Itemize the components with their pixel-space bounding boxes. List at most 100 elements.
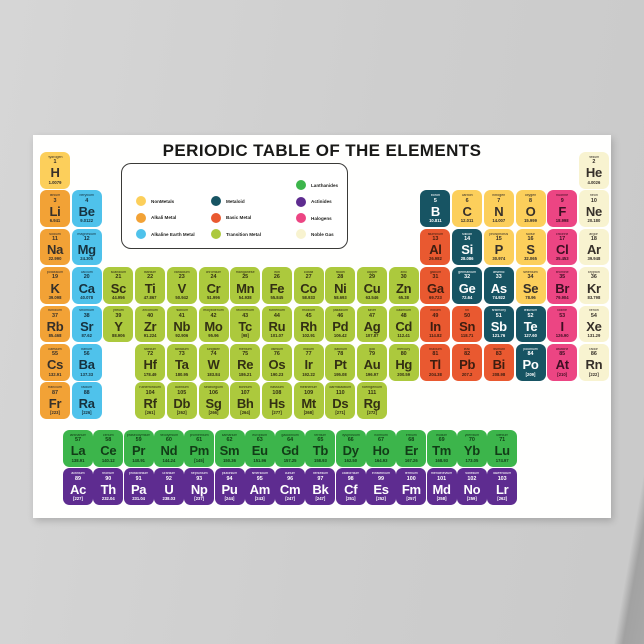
- element-symbol: Dy: [342, 443, 359, 459]
- element-tile-tb: terbium 65 Tb 158.93: [305, 430, 336, 467]
- element-tile-te: tellurium 52 Te 127.60: [515, 305, 546, 343]
- element-mass: 121.76: [492, 333, 506, 339]
- element-mass: 18.998: [555, 217, 569, 223]
- element-number: 33: [495, 274, 502, 281]
- element-mass: [268]: [303, 409, 314, 415]
- element-tile-th: thorium 90 Th 232.04: [93, 468, 124, 505]
- element-mass: 35.453: [555, 256, 569, 262]
- element-mass: [145]: [194, 457, 205, 463]
- element-symbol: Ne: [585, 203, 602, 219]
- element-name: thallium: [429, 347, 442, 351]
- legend-item-alkaline: Alkaline Earth Metal: [136, 229, 195, 239]
- element-symbol: Pr: [132, 443, 146, 459]
- element-name: chromium: [205, 270, 222, 274]
- element-symbol: Am: [249, 481, 271, 497]
- element-mass: 126.90: [555, 333, 569, 339]
- element-number: 37: [52, 312, 58, 319]
- element-mass: [237]: [194, 495, 205, 501]
- element-symbol: Ds: [332, 395, 349, 411]
- element-name: polonium: [523, 347, 538, 351]
- legend-item-lanthanide: Lanthanides: [296, 180, 338, 190]
- element-symbol: Ga: [427, 280, 444, 296]
- element-symbol: Te: [523, 318, 538, 334]
- element-mass: 144.24: [162, 457, 176, 463]
- element-tile-mg: magnesium 12 Mg 24.305: [71, 228, 102, 266]
- element-symbol: Ho: [372, 443, 390, 459]
- element-name: rutherfordium: [139, 386, 161, 390]
- element-mass: [261]: [145, 409, 155, 415]
- element-tile-y: yttrium 39 Y 88.906: [103, 305, 134, 343]
- element-number: 51: [495, 312, 502, 319]
- element-number: 106: [209, 389, 218, 396]
- element-mass: 157.25: [283, 457, 297, 463]
- element-tile-ac: actinium 89 Ac [227]: [63, 468, 93, 505]
- element-mass: 132.91: [48, 371, 62, 377]
- element-symbol: Co: [300, 280, 317, 296]
- element-tile-cs: caesium 55 Cs 132.91: [40, 344, 70, 381]
- element-number: 62: [226, 437, 233, 444]
- element-mass: [247]: [315, 495, 326, 501]
- element-number: 29: [369, 274, 375, 281]
- element-name: argon: [589, 232, 599, 236]
- element-mass: [209]: [525, 371, 536, 377]
- element-mass: 127.60: [524, 333, 537, 339]
- element-number: 2: [592, 159, 596, 166]
- element-number: 96: [287, 475, 294, 482]
- element-tile-bk: berkelium 97 Bk [247]: [305, 468, 336, 505]
- element-name: actinium: [71, 472, 85, 476]
- element-mass: 186.21: [238, 371, 252, 377]
- element-number: 69: [438, 437, 445, 444]
- element-name: hydrogen: [47, 155, 63, 159]
- element-name: samarium: [221, 433, 238, 437]
- element-symbol: Mg: [77, 242, 96, 258]
- element-number: 67: [378, 437, 384, 444]
- element-name: neon: [589, 194, 598, 198]
- element-symbol: Ba: [78, 357, 95, 373]
- element-tile-ir: iridium 77 Ir 192.22: [293, 344, 324, 381]
- element-mass: 178.49: [143, 371, 157, 377]
- element-tile-hf: hafnium 72 Hf 178.49: [135, 344, 166, 381]
- element-mass: 22.990: [48, 256, 62, 262]
- periodic-table-poster: PERIODIC TABLE OF THE ELEMENTS NonMetals…: [33, 135, 611, 518]
- element-symbol: Cf: [344, 481, 358, 497]
- element-name: hafnium: [143, 347, 157, 351]
- element-mass: 106.42: [333, 333, 347, 339]
- element-symbol: Ir: [304, 357, 313, 373]
- element-name: barium: [81, 347, 93, 351]
- legend-label: NonMetals: [151, 198, 175, 204]
- element-mass: 55.845: [270, 294, 284, 300]
- element-symbol: Ag: [363, 318, 381, 334]
- element-name: nickel: [335, 270, 345, 274]
- element-mass: 30.974: [492, 256, 506, 262]
- element-number: 57: [75, 437, 81, 444]
- element-symbol: Mt: [301, 395, 316, 411]
- element-tile-dy: dysprosium 66 Dy 162.50: [335, 430, 366, 467]
- element-symbol: B: [430, 203, 440, 219]
- element-mass: [257]: [406, 495, 417, 501]
- element-name: oxygen: [524, 194, 537, 198]
- element-mass: 6.941: [49, 217, 61, 223]
- element-symbol: La: [70, 443, 86, 459]
- element-tile-gd: gadolinium 64 Gd 157.25: [275, 430, 306, 467]
- element-mass: 204.38: [428, 371, 442, 377]
- element-tile-pu: plutonium 94 Pu [244]: [214, 468, 245, 505]
- legend-label: Actinides: [311, 199, 332, 204]
- legend-label: Basic Metal: [226, 215, 252, 220]
- element-mass: [247]: [285, 495, 295, 501]
- element-name: antimony: [491, 309, 507, 313]
- element-name: copper: [366, 270, 378, 274]
- element-number: 46: [337, 312, 344, 319]
- element-symbol: Ge: [458, 280, 476, 296]
- element-number: 53: [559, 312, 566, 319]
- element-symbol: Er: [404, 443, 418, 459]
- element-number: 9: [560, 197, 564, 204]
- element-name: dubnium: [174, 386, 189, 390]
- element-symbol: H: [50, 165, 60, 181]
- element-symbol: Md: [432, 481, 451, 497]
- element-tile-rh: rhodium 45 Rh 102.91: [293, 305, 324, 343]
- element-symbol: U: [164, 481, 174, 497]
- element-name: rhenium: [238, 347, 252, 351]
- element-mass: 158.93: [313, 457, 327, 463]
- element-symbol: Sg: [205, 395, 222, 411]
- element-mass: 58.693: [333, 294, 347, 300]
